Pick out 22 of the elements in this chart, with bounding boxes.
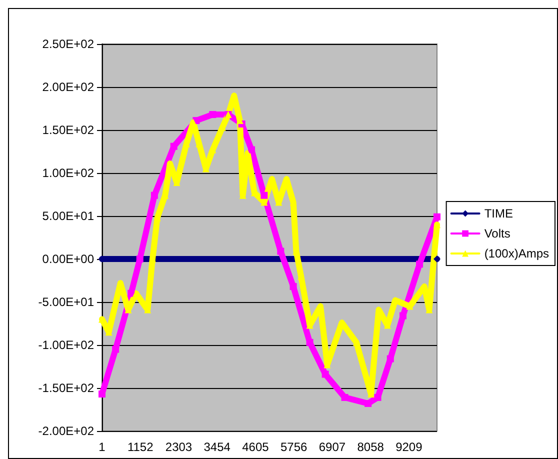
y-tick-label: 1.00E+02 <box>42 166 94 180</box>
x-tick-label: 8058 <box>357 440 384 454</box>
x-tick-label: 4605 <box>242 440 270 454</box>
y-tick-label: 1.50E+02 <box>42 123 94 137</box>
legend-label: (100x)Amps <box>484 246 549 260</box>
y-tick-label: 2.00E+02 <box>42 80 94 94</box>
x-tick-label: 9209 <box>396 440 423 454</box>
y-tick-label: -1.50E+02 <box>38 381 94 395</box>
y-tick-label: -2.00E+02 <box>38 424 94 438</box>
y-tick-label: -1.00E+02 <box>38 338 94 352</box>
y-tick-label: 5.00E+01 <box>42 209 94 223</box>
x-tick-label: 5756 <box>280 440 308 454</box>
legend-label: TIME <box>484 206 513 220</box>
y-tick-label: 0.00E+00 <box>42 252 94 266</box>
x-tick-label: 1 <box>98 440 106 454</box>
x-tick-label: 2303 <box>165 440 192 454</box>
y-tick-label: 2.50E+02 <box>42 37 94 51</box>
y-tick-label: -5.00E+01 <box>38 295 94 309</box>
x-tick-label: 1152 <box>127 440 154 454</box>
legend-label: Volts <box>484 226 510 240</box>
x-tick-label: 3454 <box>204 440 231 454</box>
x-tick-label: 6907 <box>318 440 346 454</box>
